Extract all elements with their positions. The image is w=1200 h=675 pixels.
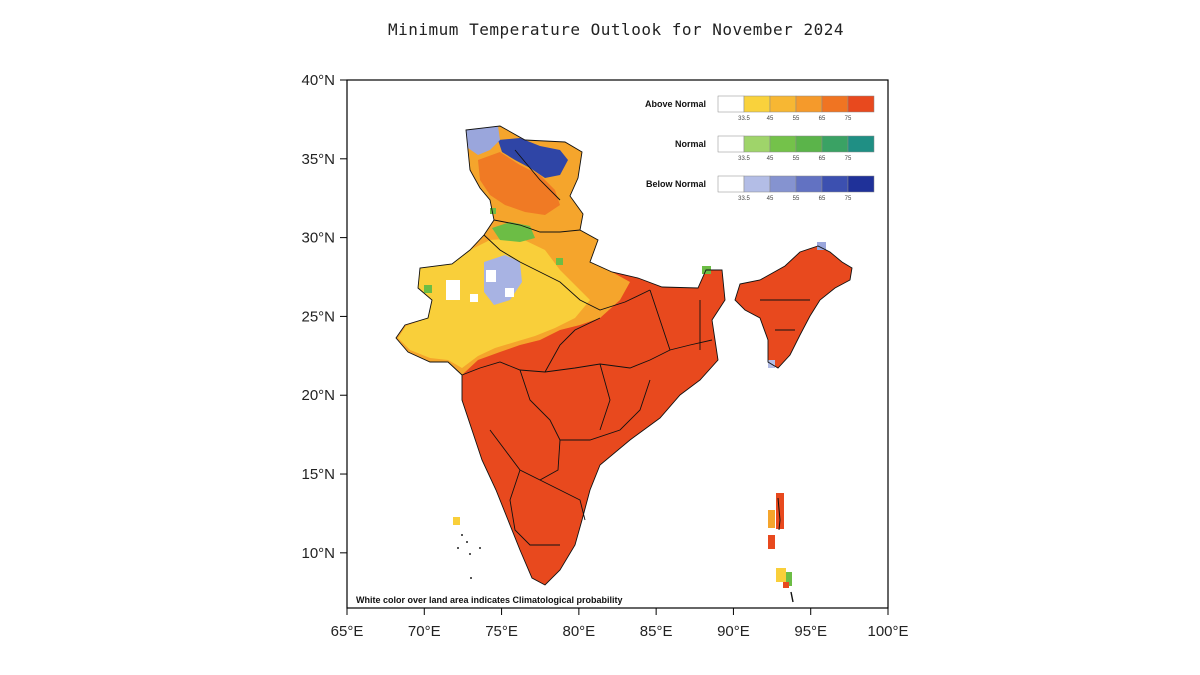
state-boundaries — [395, 125, 853, 586]
legend-swatch — [795, 175, 823, 193]
legend-tick-label: 33.5 — [738, 116, 750, 122]
legend-tick-label: 65 — [819, 156, 826, 162]
legend-swatch — [717, 175, 745, 193]
legend-swatch — [717, 95, 745, 113]
legend-tick-label: 45 — [767, 156, 774, 162]
legend-tick-label: 75 — [845, 196, 852, 202]
map-title: Minimum Temperature Outlook for November… — [388, 20, 844, 39]
x-tick-label: 65°E — [331, 623, 364, 640]
legend-swatch — [821, 135, 849, 153]
legend-swatch — [847, 175, 875, 193]
legend-swatch — [847, 95, 875, 113]
normal-speck — [424, 285, 432, 293]
x-tick-label: 95°E — [794, 623, 827, 640]
legend-tick-label: 65 — [819, 196, 826, 202]
normal-green-patch — [492, 222, 535, 242]
y-tick-label: 40°N — [301, 72, 335, 89]
legend-category-label: Below Normal — [646, 179, 706, 189]
andaman-nicobar-islands — [768, 493, 794, 603]
y-tick-label: 20°N — [301, 387, 335, 404]
legend-swatch — [769, 175, 797, 193]
legend-tick-label: 45 — [767, 196, 774, 202]
legend-swatch — [743, 135, 771, 153]
y-tick-label: 30°N — [301, 230, 335, 247]
legend-swatch — [743, 175, 771, 193]
legend-swatch — [743, 95, 771, 113]
legend-tick-label: 55 — [793, 116, 800, 122]
climatological-patch — [470, 294, 478, 302]
legend-tick-label: 33.5 — [738, 196, 750, 202]
x-tick-label: 85°E — [640, 623, 673, 640]
mainland-region — [396, 126, 725, 585]
legend-tick-label: 45 — [767, 116, 774, 122]
normal-speck — [490, 208, 496, 214]
climatological-patch — [446, 280, 460, 300]
x-tick-label: 80°E — [563, 623, 596, 640]
below-normal-north-light — [466, 126, 500, 155]
legend-swatch — [795, 95, 823, 113]
map-layer — [395, 125, 853, 603]
y-axis: 40°N 35°N 30°N 25°N 20°N 15°N 10°N — [301, 72, 347, 562]
x-axis: 65°E 70°E 75°E 80°E 85°E 90°E 95°E 100°E — [331, 608, 909, 640]
legend-swatch — [769, 135, 797, 153]
northeast-region — [735, 246, 852, 368]
climatological-patch — [505, 288, 514, 297]
legend-swatch — [717, 135, 745, 153]
climatological-patch — [486, 270, 496, 282]
legend-tick-label: 55 — [793, 196, 800, 202]
x-tick-label: 100°E — [867, 623, 908, 640]
legend-swatch — [769, 95, 797, 113]
below-normal-speck — [817, 242, 826, 250]
legend-category-label: Above Normal — [645, 99, 706, 109]
legend-tick-label: 75 — [845, 156, 852, 162]
kashmir-orange-zone — [478, 152, 560, 215]
legend-tick-label: 65 — [819, 116, 826, 122]
y-tick-label: 25°N — [301, 308, 335, 325]
lakshadweep-islands — [453, 517, 481, 579]
legend-swatch — [847, 135, 875, 153]
legend: Above Normal 33.5 45 55 65 75 Normal 33.5 45 55 65… — [645, 95, 875, 202]
legend-tick-label: 55 — [793, 156, 800, 162]
climatological-note: White color over land area indicates Cli… — [356, 595, 623, 605]
y-tick-label: 10°N — [301, 545, 335, 562]
legend-swatch — [795, 135, 823, 153]
normal-speck — [556, 258, 563, 265]
x-tick-label: 75°E — [485, 623, 518, 640]
legend-tick-label: 33.5 — [738, 156, 750, 162]
legend-tick-label: 75 — [845, 116, 852, 122]
x-tick-label: 90°E — [717, 623, 750, 640]
legend-swatch — [821, 175, 849, 193]
below-normal-north — [498, 138, 568, 178]
x-tick-label: 70°E — [408, 623, 441, 640]
y-tick-label: 15°N — [301, 466, 335, 483]
legend-category-label: Normal — [675, 139, 706, 149]
legend-swatch — [821, 95, 849, 113]
y-tick-label: 35°N — [301, 151, 335, 168]
